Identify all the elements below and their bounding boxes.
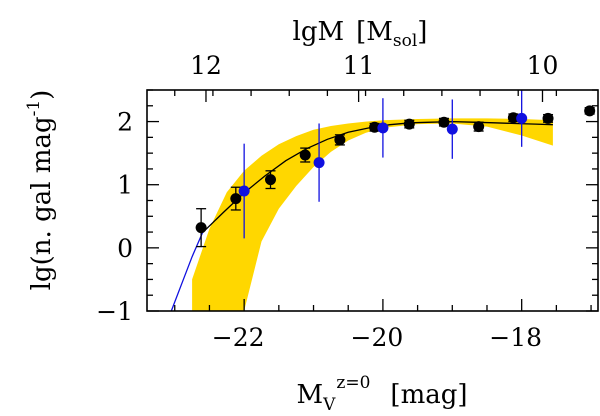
black-point [369,121,381,133]
data-marker [313,157,325,169]
x-axis-title: MVz=0 [mag] [296,373,467,415]
y-axis-title: lg(n. gal mag-1) [24,90,57,291]
fit-extension-line [170,232,204,311]
x-tick-label: −20 [351,323,404,352]
data-marker [446,123,458,135]
data-marker [584,105,596,117]
data-marker [230,193,242,205]
blue-point [238,143,250,239]
top-tick-label: 12 [190,51,222,80]
y-tick-label: 0 [117,234,133,263]
blue-point [313,123,325,202]
x-tick-label: −22 [212,323,265,352]
data-marker [265,174,277,186]
blue-point [446,99,458,159]
black-point [507,112,519,124]
top-tick-label: 11 [343,51,375,80]
x-tick-label: −18 [489,323,542,352]
black-point [542,112,554,124]
y-tick-label: −1 [96,297,133,326]
data-marker [516,112,528,124]
data-marker [299,149,311,161]
data-marker [377,122,389,134]
data-marker [238,185,250,197]
data-marker [507,112,519,124]
top-axis-title: lgM [Msol] [293,17,428,51]
black-point [473,121,485,133]
blue-point [377,98,389,158]
data-marker [195,222,207,234]
data-marker [369,121,381,133]
black-point [438,116,450,128]
black-point [584,105,596,117]
data-marker [542,112,554,124]
black-point [230,186,242,211]
data-marker [403,118,415,130]
data-marker [334,134,346,146]
uncertainty-band [192,118,553,311]
top-tick-label: 10 [527,51,559,80]
black-point [403,118,415,130]
black-point [334,134,346,146]
y-tick-label: 2 [117,108,133,137]
black-point [299,147,311,163]
data-marker [473,121,485,133]
data-marker [438,116,450,128]
black-point [265,170,277,190]
y-tick-label: 1 [117,171,133,200]
blue-point [516,90,528,147]
black-point [195,208,207,248]
